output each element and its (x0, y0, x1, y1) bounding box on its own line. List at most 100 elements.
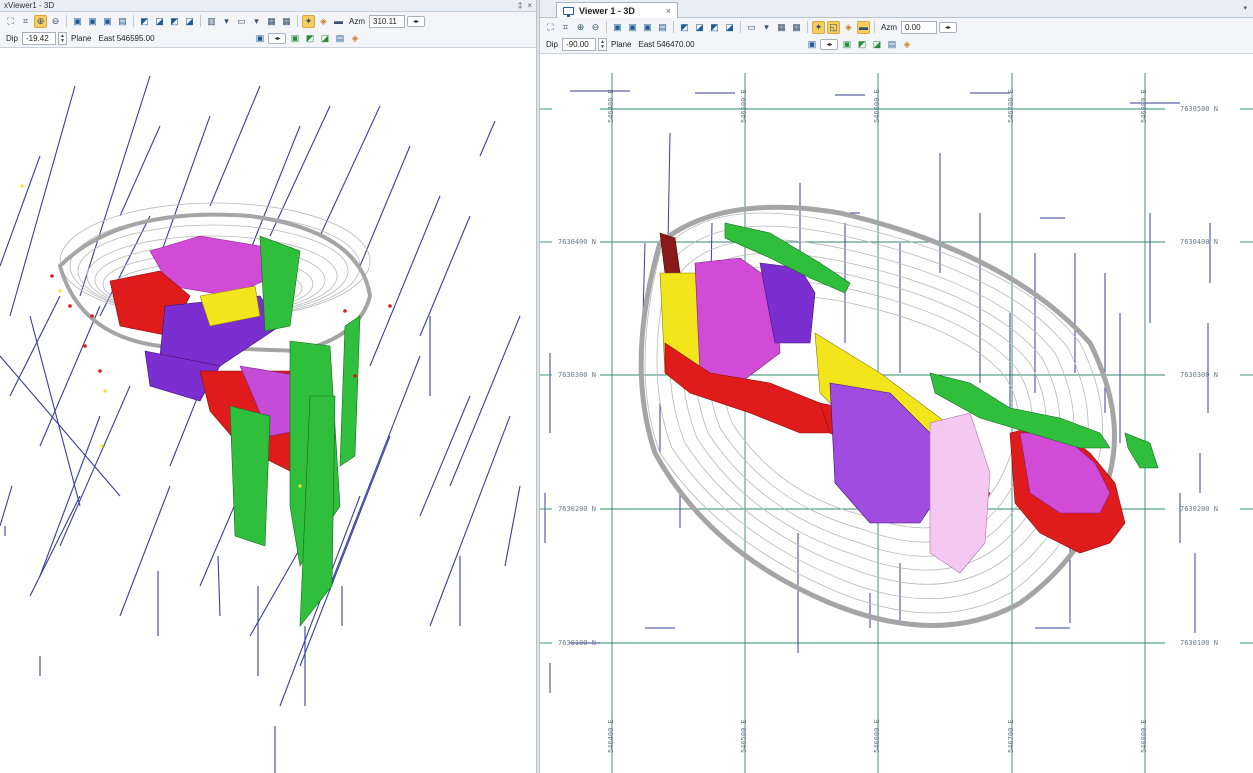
highlight-tool-icon[interactable]: ✦ (302, 14, 315, 28)
toolbar-separator (66, 15, 67, 27)
select-tool-icon[interactable]: ◱ (827, 20, 840, 34)
view-iso-icon[interactable]: ▤ (658, 21, 667, 32)
plane-field[interactable]: East 546595.00 (98, 34, 155, 43)
highlight-tool-icon[interactable]: ✦ (812, 20, 825, 34)
view-side-icon[interactable]: ▣ (103, 15, 112, 26)
grid-label-easting: 546500 E (740, 89, 748, 123)
section-icon[interactable]: ▣ (807, 39, 817, 49)
plane-clip-icon[interactable]: ◈ (351, 33, 359, 43)
grid-label-easting: 546400 E (607, 89, 615, 123)
right-plan-scene[interactable] (540, 73, 1253, 773)
monitor-icon[interactable]: ▬ (334, 15, 343, 26)
rotate-right-icon[interactable]: ◪ (155, 15, 164, 26)
dip-field[interactable]: -90.00 (562, 38, 597, 51)
view-top-icon[interactable]: ▣ (73, 15, 82, 26)
plane-clip-icon[interactable]: ◈ (903, 39, 911, 49)
grid-label-northing: 7630200 N (558, 505, 596, 513)
right-viewer-tabstrip: Viewer 1 - 3D × ▾ (540, 0, 1253, 18)
plane-rotate-icon[interactable]: ◪ (320, 33, 330, 43)
grid-tick-marks (540, 108, 1253, 644)
grid-label-easting: 546400 E (607, 719, 615, 753)
left-3d-viewport[interactable] (0, 66, 536, 773)
right-toolbar-row1: ⛶ ⌗ ⊕ ⊖ ▣ ▣ ▣ ▤ ◩ ◪ ◩ ◪ ▭ ▾ ▦ ▦ ✦ ◱ ◈ ▬ … (540, 18, 1253, 36)
chevron-down-icon[interactable]: ▾ (224, 15, 229, 26)
azimuth-label: Azm (881, 22, 897, 32)
layout-grid-icon[interactable]: ▦ (792, 21, 801, 32)
pane-divider[interactable] (536, 0, 540, 773)
zoom-extents-icon[interactable]: ⛶ (547, 21, 554, 32)
grid-label-easting: 546700 E (1007, 89, 1015, 123)
dip-label: Dip (546, 40, 559, 49)
plane-options-icon[interactable]: ▤ (335, 33, 345, 43)
dip-spinner[interactable]: ▲ ▼ (598, 38, 608, 51)
grid-label-northing: 7630400 N (558, 238, 596, 246)
right-viewer-pane: Viewer 1 - 3D × ▾ ⛶ ⌗ ⊕ ⊖ ▣ ▣ ▣ ▤ ◩ ◪ ◩ … (540, 0, 1253, 773)
view-front-icon[interactable]: ▣ (88, 15, 97, 26)
zoom-window-icon[interactable]: ⌗ (22, 15, 29, 26)
right-3d-viewport[interactable]: 7630500 N 7630400 N 7630400 N 7630300 N … (540, 73, 1253, 773)
rotate-up-icon[interactable]: ◩ (170, 15, 179, 26)
toolbar-separator (874, 21, 875, 33)
plane-step-buttons[interactable]: ◂▸ (268, 33, 287, 44)
rotate-left-icon[interactable]: ◩ (680, 21, 689, 32)
layout-split-icon[interactable]: ▦ (777, 21, 786, 32)
chevron-down-icon[interactable]: ▾ (254, 15, 259, 26)
zoom-window-icon[interactable]: ⌗ (562, 21, 569, 32)
grid-label-easting: 546500 E (740, 719, 748, 753)
left-toolbar-row2: Dip -19.42 ▲ ▼ Plane East 546595.00 ▣ ◂▸ … (0, 30, 536, 48)
azimuth-field[interactable]: 310.11 (369, 14, 405, 28)
zoom-out-icon[interactable]: ⊖ (591, 21, 600, 32)
zoom-extents-icon[interactable]: ⛶ (7, 15, 14, 26)
plane-options-icon[interactable]: ▤ (887, 39, 897, 49)
azimuth-label: Azm (349, 16, 365, 26)
view-iso-icon[interactable]: ▤ (118, 15, 127, 26)
close-icon[interactable]: × (527, 1, 532, 10)
azimuth-field[interactable]: 0.00 (901, 20, 937, 34)
tab-viewer-1[interactable]: Viewer 1 - 3D × (556, 2, 678, 18)
toolbar-separator (606, 21, 607, 33)
grid-label-northing: 7630100 N (558, 639, 596, 647)
grid-label-northing: 7630300 N (558, 371, 596, 379)
left-3d-scene[interactable] (0, 66, 536, 773)
layout-grid-icon[interactable]: ▦ (282, 15, 291, 26)
palette-icon[interactable]: ◈ (320, 15, 327, 26)
rotate-down-icon[interactable]: ◪ (185, 15, 194, 26)
section-icon[interactable]: ▣ (255, 33, 265, 43)
monitor-icon[interactable]: ▭ (747, 21, 756, 32)
tab-label: Viewer 1 - 3D (579, 5, 635, 16)
plane-move-icon[interactable]: ◩ (305, 33, 315, 43)
close-icon[interactable]: × (665, 5, 671, 16)
chevron-down-icon[interactable]: ▾ (1243, 5, 1247, 12)
zoom-in-icon[interactable]: ⊕ (576, 21, 585, 32)
plane-rotate-icon[interactable]: ◪ (872, 39, 882, 49)
grid-label-northing: 7630200 N (1180, 505, 1218, 513)
dip-spinner[interactable]: ▲ ▼ (58, 32, 68, 45)
plane-add-icon[interactable]: ▣ (290, 33, 300, 43)
pin-icon[interactable]: ‡ (517, 1, 523, 10)
zoom-in-icon[interactable]: ⊕ (34, 14, 47, 28)
view-top-icon[interactable]: ▣ (613, 21, 622, 32)
azimuth-step-buttons[interactable]: ◂▸ (939, 21, 957, 33)
dip-field[interactable]: -19.42 (22, 32, 57, 45)
pit-shell-rim (57, 212, 373, 354)
view-front-icon[interactable]: ▣ (628, 21, 637, 32)
chevron-down-icon[interactable]: ▾ (764, 21, 769, 32)
zoom-out-icon[interactable]: ⊖ (51, 15, 60, 26)
plane-step-buttons[interactable]: ◂▸ (820, 39, 839, 50)
plane-move-icon[interactable]: ◩ (857, 39, 867, 49)
monitor-icon[interactable]: ▬ (857, 20, 870, 34)
sample-points-yellow (20, 184, 302, 488)
plane-field[interactable]: East 546470.00 (638, 40, 695, 49)
rotate-down-icon[interactable]: ◪ (725, 21, 734, 32)
plane-add-icon[interactable]: ▣ (842, 39, 852, 49)
grid-label-easting: 546600 E (873, 89, 881, 123)
display-settings-icon[interactable]: ▥ (207, 15, 216, 26)
rotate-right-icon[interactable]: ◪ (695, 21, 704, 32)
azimuth-step-buttons[interactable]: ◂▸ (407, 15, 425, 27)
view-side-icon[interactable]: ▣ (643, 21, 652, 32)
monitor-icon[interactable]: ▭ (237, 15, 246, 26)
palette-icon[interactable]: ◈ (845, 21, 852, 32)
rotate-up-icon[interactable]: ◩ (710, 21, 719, 32)
layout-split-icon[interactable]: ▦ (267, 15, 276, 26)
rotate-left-icon[interactable]: ◩ (140, 15, 149, 26)
